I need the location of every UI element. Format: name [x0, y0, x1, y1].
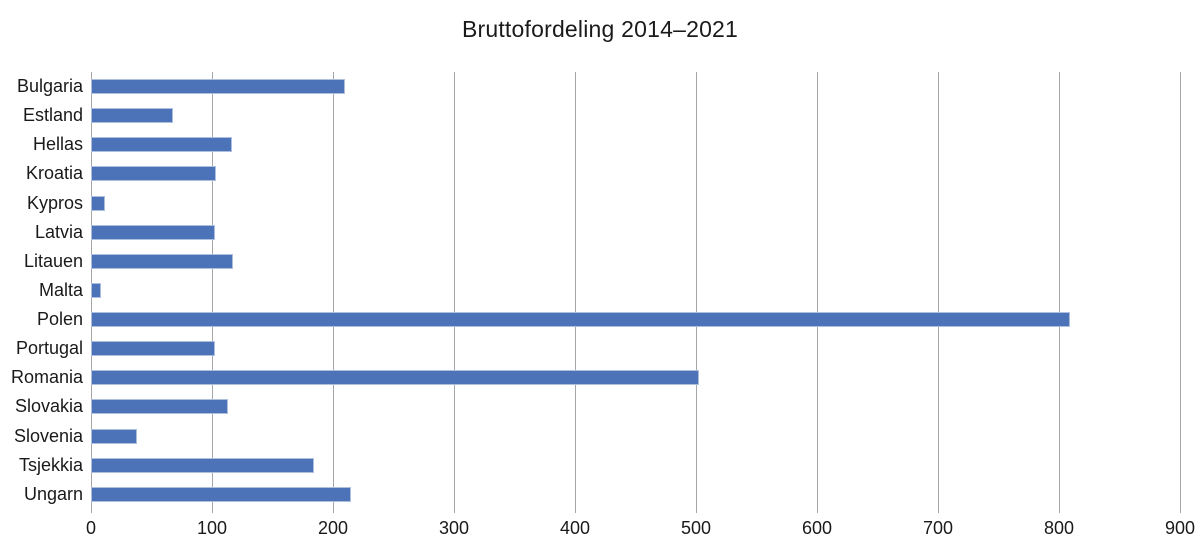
- gridline: [1059, 72, 1060, 513]
- x-axis-tick-label: 300: [438, 518, 470, 538]
- bar-row: [91, 451, 1180, 480]
- bar-litauen: [91, 253, 234, 269]
- bar-portugal: [91, 341, 216, 357]
- y-axis-label: Hellas: [32, 134, 83, 155]
- y-axis-label: Litauen: [23, 250, 83, 271]
- gridline: [938, 72, 939, 513]
- x-axis-tick-label: 100: [196, 518, 228, 538]
- bar-tsjekkia: [91, 457, 315, 473]
- bar-row: [91, 276, 1180, 305]
- bar-row: [91, 159, 1180, 188]
- y-axis-label: Portugal: [15, 338, 83, 359]
- bar-row: [91, 422, 1180, 451]
- gridline: [333, 72, 334, 513]
- y-axis-label: Estland: [22, 105, 83, 126]
- bar-row: [91, 130, 1180, 159]
- bar-kypros: [91, 195, 105, 211]
- bar-malta: [91, 282, 101, 298]
- bar-estland: [91, 108, 174, 124]
- y-axis-labels: Bulgaria Estland Hellas Kroatia Kypros Latvia…: [0, 72, 83, 509]
- x-axis-tick-label: 0: [85, 518, 97, 538]
- chart-title: Bruttofordeling 2014–2021: [461, 16, 739, 42]
- bar-polen: [91, 312, 1071, 328]
- y-axis-label: Tsjekkia: [18, 454, 83, 475]
- x-axis-tick-label: 400: [559, 518, 591, 538]
- bar-row: [91, 363, 1180, 392]
- gridline: [696, 72, 697, 513]
- bar-rows: [91, 72, 1180, 509]
- gridline: [1180, 72, 1181, 513]
- plot-area: [91, 72, 1181, 513]
- bar-bulgaria: [91, 79, 346, 95]
- bar-row: [91, 189, 1180, 218]
- x-axis: 0 100 200 300 400 500 600 700 800 900: [86, 518, 1195, 544]
- bar-row: [91, 72, 1180, 101]
- bar-row: [91, 392, 1180, 421]
- bar-hellas: [91, 137, 233, 153]
- bar-row: [91, 247, 1180, 276]
- gridline: [212, 72, 213, 513]
- y-axis-label: Polen: [36, 309, 83, 330]
- y-axis-label: Slovenia: [13, 425, 83, 446]
- x-axis-tick-label: 700: [922, 518, 954, 538]
- bar-kroatia: [91, 166, 217, 182]
- bar-ungarn: [91, 486, 351, 502]
- gridline: [817, 72, 818, 513]
- bar-row: [91, 218, 1180, 247]
- bar-row: [91, 334, 1180, 363]
- y-axis-label: Kroatia: [25, 163, 83, 184]
- y-axis-label: Latvia: [34, 221, 83, 242]
- bar-row: [91, 480, 1180, 509]
- bar-latvia: [91, 224, 215, 240]
- x-axis-tick-label: 500: [680, 518, 712, 538]
- y-axis-label: Ungarn: [23, 483, 83, 504]
- y-axis-label: Kypros: [26, 192, 83, 213]
- y-axis-label: Malta: [38, 279, 83, 300]
- y-axis-label: Bulgaria: [16, 76, 83, 97]
- bar-romania: [91, 370, 700, 386]
- x-axis-tick-label: 800: [1043, 518, 1075, 538]
- x-axis-tick-label: 900: [1164, 518, 1196, 538]
- gridline: [575, 72, 576, 513]
- y-axis-label: Romania: [10, 367, 83, 388]
- x-axis-tick-label: 600: [801, 518, 833, 538]
- x-axis-tick-label: 200: [317, 518, 349, 538]
- gridline: [454, 72, 455, 513]
- bar-row: [91, 305, 1180, 334]
- y-axis-label: Slovakia: [14, 396, 83, 417]
- bar-slovakia: [91, 399, 228, 415]
- bar-row: [91, 101, 1180, 130]
- bar-slovenia: [91, 428, 137, 444]
